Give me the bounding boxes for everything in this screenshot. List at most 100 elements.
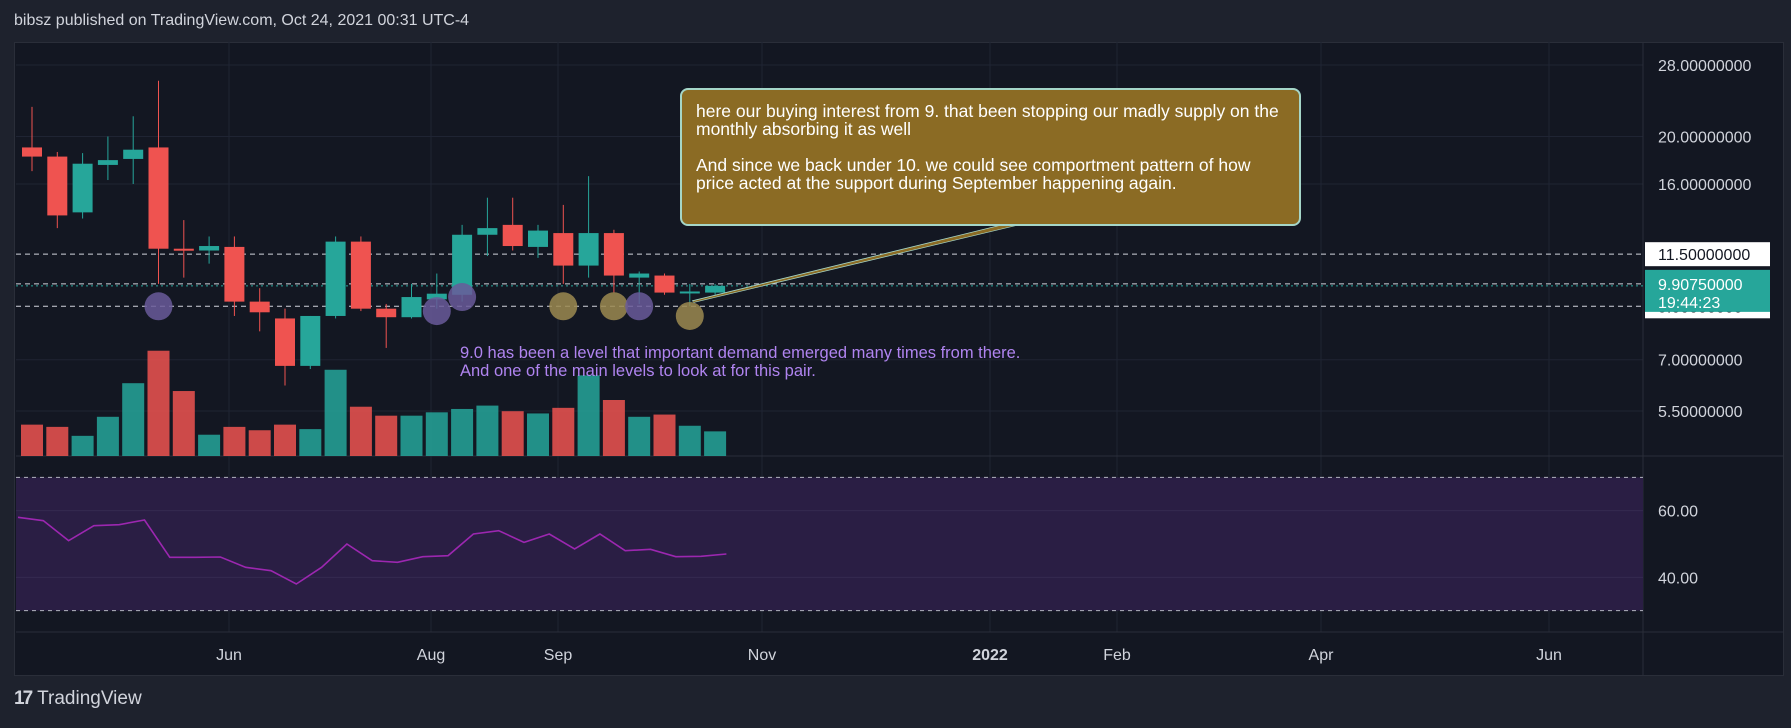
candlesticks [22,80,726,386]
volume-bar [653,414,676,456]
volume-bar [577,375,600,456]
annotation-note: 9.0 has been a level that important dema… [460,344,1020,380]
time-tick-label: Nov [748,647,776,664]
marker-yellow [675,301,704,330]
candle-body [72,163,93,213]
volume-bar [147,350,170,456]
time-tick-label: Jun [1536,647,1562,664]
candle-body [477,228,498,235]
price-axis: 28.00000000 20.00000000 16.00000000 7.00000… [1645,58,1770,587]
marker-purple [144,292,173,321]
rsi-tick-label: 40.00 [1658,570,1698,587]
time-tick-label: Apr [1309,647,1335,664]
candle-body [426,293,447,300]
marker-purple [448,283,477,312]
time-axis: Jun Aug Sep Nov 2022 Feb Apr Jun [216,647,1562,664]
callout-pointer [691,224,1024,303]
candle-body [350,241,371,309]
marker-purple [422,297,451,326]
callout-pointer-inner [692,224,1021,303]
volume-bar [704,431,727,456]
volume-bar [46,426,69,456]
price-tick-label: 28.00000000 [1658,58,1752,75]
note-line-2: And one of the main levels to look at fo… [460,362,816,380]
countdown-label: 19:44:23 [1658,295,1720,312]
price-tick-label: 7.00000000 [1658,353,1743,370]
highlight-markers [144,283,704,330]
volume-bar [501,411,524,456]
candle-body [578,233,599,266]
candle-body [654,275,675,293]
volume-bar [71,435,94,456]
candle-body [97,160,118,165]
candle-body [275,318,295,366]
current-price-label: 9.90750000 [1658,277,1743,294]
volume-bar [324,369,347,456]
candle-body [603,233,624,276]
volume-bar [223,426,246,456]
candle-body [401,297,422,318]
price-tick-label: 16.00000000 [1658,177,1752,194]
marker-purple [625,292,654,321]
volume-bar [122,383,145,456]
time-tick-label: Jun [216,647,242,664]
candle-body [325,241,346,316]
marker-yellow [599,292,628,321]
candle-body [679,291,700,294]
volume-bar [451,408,474,456]
candle-body [705,285,726,293]
level-label: 11.50000000 [1658,247,1750,264]
volume-bar [96,416,119,456]
volume-bar [375,415,398,456]
rsi-line [17,516,727,585]
volume-bar [527,413,549,456]
volume-bar [172,391,195,456]
candle-body [22,147,42,157]
time-tick-label: Aug [417,647,445,664]
note-line-1: 9.0 has been a level that important dema… [460,344,1021,362]
candle-body [528,230,548,247]
volume-bar [248,430,271,456]
marker-yellow [549,292,578,321]
candle-body [173,248,194,251]
candle-body [553,233,574,266]
price-tick-label: 5.50000000 [1658,404,1743,421]
annotation-callout: here our buying interest from 9. that be… [680,88,1301,226]
time-tick-label: Sep [544,647,573,664]
price-tick-label: 20.00000000 [1658,130,1752,147]
volume-bar [602,400,625,456]
rsi-tick-label: 60.00 [1658,504,1698,521]
candle-body [629,273,650,278]
candle-body [249,301,270,313]
candle-body [502,224,523,247]
candle-body [123,149,144,159]
volume-bar [198,434,221,456]
candle-body [224,246,245,302]
callout-arrow [691,224,1024,303]
candle-body [452,234,473,295]
volume-bar [678,425,701,456]
time-tick-label: 2022 [972,647,1008,664]
volume-bar [552,407,575,456]
brand-name: TradingView [37,688,142,709]
footer-brand[interactable]: 17 TradingView [14,688,142,710]
candle-body [300,315,321,366]
rsi-pane [16,476,1643,612]
volume-bar [425,412,448,456]
level-label-box [1645,242,1770,267]
candle-body [376,308,397,318]
volume-bar [349,406,372,456]
candle-body [47,156,68,216]
rsi-polyline [17,516,727,585]
volume-bars [21,350,727,456]
volume-bar [21,424,43,456]
volume-bar [400,415,423,456]
volume-bar [274,424,296,456]
tradingview-logo-icon: 17 [14,688,33,709]
volume-bar [299,429,322,456]
price-levels [16,253,1643,307]
candle-body [199,246,220,251]
callout-line-2: And since we back under 10. we could see… [696,155,1251,193]
volume-bar [476,405,499,456]
